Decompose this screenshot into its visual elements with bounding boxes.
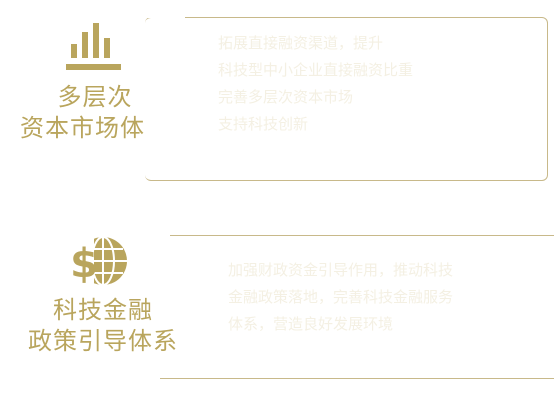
description-card <box>145 17 548 181</box>
description-line: 加强财政资金引导作用，推动科技 <box>228 261 454 279</box>
description-line: 拓展直接融资渠道，提升 <box>218 34 384 52</box>
capital-market-section: 多层次 资本市场体系 拓展直接融资渠道，提升 科技型中小企业直接融资比重 完善多… <box>0 0 554 200</box>
description-line: 体系，营造良好发展环境 <box>228 315 394 333</box>
description-line: 科技型中小企业直接融资比重 <box>218 61 414 79</box>
description-list: 拓展直接融资渠道，提升 科技型中小企业直接融资比重 完善多层次资本市场 支持科技… <box>218 30 413 138</box>
svg-text:$: $ <box>70 241 98 287</box>
section-title: 科技金融 政策引导体系 <box>8 295 198 357</box>
card-bottom-border <box>160 378 554 379</box>
title-line-2: 资本市场体系 <box>20 114 170 142</box>
dollar-globe-icon: $ <box>70 230 132 292</box>
bar-chart-icon <box>60 20 132 76</box>
description-line: 完善多层次资本市场 <box>218 88 354 106</box>
tech-finance-section: $ 科技金融 政策引导体系 加强财政资金引导作用，推动科技 金融政策落地，完善科… <box>0 225 554 402</box>
title-line-1: 多层次 <box>57 83 133 111</box>
section-title: 多层次 资本市场体系 <box>0 82 190 144</box>
title-line-1: 科技金融 <box>53 296 153 324</box>
description-line: 金融政策落地，完善科技金融服务 <box>228 288 454 306</box>
card-top-border <box>170 235 554 236</box>
title-line-2: 政策引导体系 <box>28 327 178 355</box>
description-list: 加强财政资金引导作用，推动科技 金融政策落地，完善科技金融服务 体系，营造良好发… <box>228 257 453 338</box>
description-line: 支持科技创新 <box>218 115 309 133</box>
